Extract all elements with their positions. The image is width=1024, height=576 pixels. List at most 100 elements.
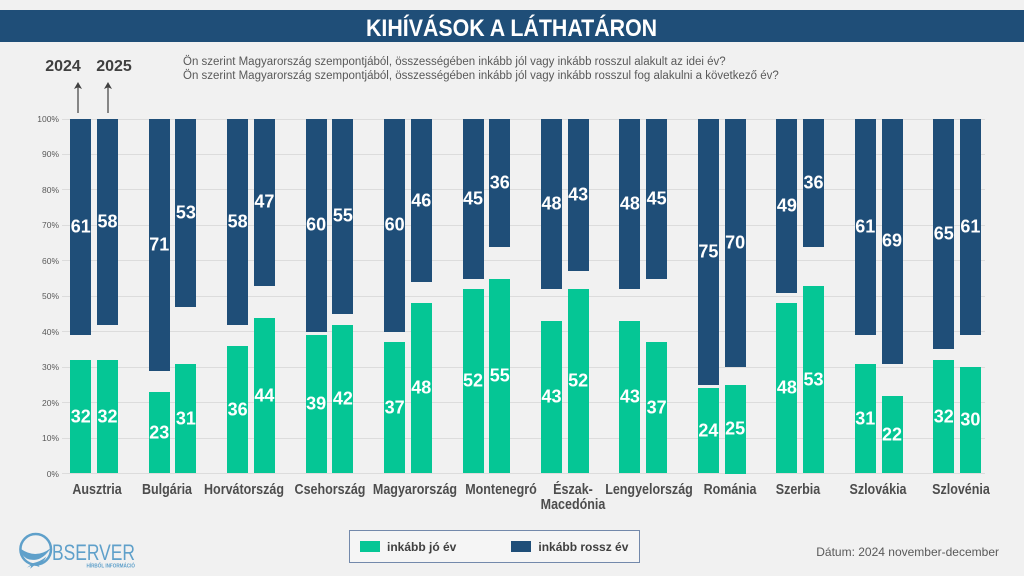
bar-value-label-szerbia-2024-good: 48: [776, 377, 797, 398]
bar-value-label--szak-maced-nia-2024-good: 43: [541, 386, 562, 407]
y-axis-tick-label: 50%: [41, 291, 59, 302]
bar-value-label-horv-torsz-g-2024-bad: 58: [227, 211, 248, 232]
bar-value-label-montenegr--2025-good: 55: [489, 365, 510, 386]
bar-value-label-csehorsz-g-2025-bad: 55: [332, 205, 353, 226]
bar-rom-nia-2024-good: [697, 388, 719, 474]
bar-value-label-csehorsz-g-2024-bad: 60: [306, 214, 327, 235]
category-label--szak-maced-nia: Észak- Macedónia: [540, 481, 606, 513]
legend-swatch-good-icon: [360, 541, 380, 552]
bar-value-label-montenegr--2025-bad: 36: [489, 172, 510, 193]
bar-szlov-nia-2024-bad: [933, 119, 955, 350]
logo-ring: [19, 532, 53, 566]
bar-lengyelorsz-g-2024-good: [619, 321, 641, 474]
bar-value-label-magyarorsz-g-2025-good: 48: [411, 377, 432, 398]
bar-value-label-lengyelorsz-g-2024-good: 43: [619, 386, 640, 407]
bar-value-label-bulg-ria-2024-bad: 71: [149, 234, 170, 255]
y-axis-tick-label: 20%: [41, 397, 59, 408]
bar-value-label-szlov-nia-2024-good: 32: [933, 406, 954, 427]
observer-logo-bird-icon: [19, 532, 53, 569]
legend-entry-good: inkább jó év: [360, 540, 456, 554]
bar-value-label-szlov-kia-2025-good: 22: [881, 424, 903, 444]
date-note: Dátum: 2024 november-december: [816, 545, 999, 559]
bar-value-label-csehorsz-g-2025-good: 42: [332, 388, 353, 409]
bar-value-label-rom-nia-2024-bad: 75: [698, 241, 719, 262]
legend-entry-bad: inkább rossz év: [511, 540, 628, 554]
bar-value-label-lengyelorsz-g-2025-good: 37: [646, 397, 667, 418]
bar-montenegr--2025-bad: [489, 119, 511, 247]
category-label-ausztria: Ausztria: [72, 481, 122, 498]
bar-value-label--szak-maced-nia-2025-good: 52: [568, 370, 589, 391]
arrow-head: [104, 82, 112, 89]
bar-horv-torsz-g-2024-good: [227, 345, 249, 474]
category-label-csehorsz-g: Csehország: [294, 481, 366, 498]
bar-value-label-horv-torsz-g-2025-good: 44: [254, 385, 275, 405]
category-label-horv-torsz-g: Horvátország: [203, 481, 284, 498]
category-label-rom-nia: Románia: [703, 481, 756, 498]
y-axis-tick-label: 40%: [41, 326, 59, 337]
bar-value-label-szerbia-2025-bad: 36: [803, 172, 824, 193]
bar-magyarorsz-g-2024-bad: [384, 119, 406, 332]
bar-bulg-ria-2025-good: [175, 363, 197, 474]
bar-value-label-rom-nia-2025-bad: 70: [725, 232, 746, 253]
legend: inkább jó év inkább rossz év: [349, 530, 640, 563]
category-label-lengyelorsz-g: Lengyelország: [605, 481, 693, 498]
bar-value-label-magyarorsz-g-2025-bad: 46: [411, 190, 432, 211]
category-label-szlov-kia: Szlovákia: [849, 481, 907, 498]
bar-magyarorsz-g-2024-good: [384, 342, 406, 474]
bar-value-label-ausztria-2025-good: 32: [97, 406, 118, 427]
bar--szak-maced-nia-2024-bad: [541, 119, 562, 290]
bar-value-label-ausztria-2024-good: 32: [70, 406, 91, 427]
bar-lengyelorsz-g-2025-good: [646, 342, 668, 474]
bar--szak-maced-nia-2024-good: [541, 321, 562, 474]
survey-question-line1: Ön szerint Magyarország szempontjából, ö…: [183, 55, 726, 68]
bar-szlov-kia-2025-good: [881, 395, 903, 474]
bar-bulg-ria-2024-good: [148, 391, 170, 474]
bar-rom-nia-2025-good: [724, 384, 746, 474]
bar-szerbia-2025-good: [803, 285, 825, 474]
bar-value-label-rom-nia-2024-good: 24: [698, 420, 719, 441]
bar-ausztria-2025-good: [97, 360, 118, 474]
y-axis-tick-label: 10%: [41, 433, 59, 444]
bar-rom-nia-2024-bad: [697, 119, 719, 385]
bar-csehorsz-g-2025-bad: [332, 119, 354, 314]
bar-ausztria-2024-bad: [70, 119, 92, 336]
bar-value-label-bulg-ria-2024-good: 23: [149, 422, 170, 443]
bar-value-label-szlov-nia-2025-bad: 61: [960, 216, 981, 237]
gridline: [62, 331, 985, 333]
gridline: [62, 153, 985, 155]
bar-horv-torsz-g-2025-bad: [253, 119, 275, 286]
gridline: [62, 189, 985, 191]
bar-szlov-kia-2024-bad: [854, 119, 876, 336]
observer-logo: BSERVER HÍRBŐL INFORMÁCIÓ: [19, 532, 135, 570]
bar-montenegr--2025-good: [489, 278, 511, 474]
bar-value-label-ausztria-2024-bad: 61: [70, 216, 91, 237]
bar-ausztria-2025-bad: [97, 119, 118, 325]
category-label-magyarorsz-g: Magyarország: [372, 481, 457, 498]
category-label-szerbia: Szerbia: [775, 481, 820, 498]
y-axis-tick-label: 80%: [41, 184, 59, 195]
year-label-2024: 2024: [45, 58, 81, 75]
arrow-up-2025-icon: [104, 82, 112, 113]
bar-value-label-montenegr--2024-bad: 45: [463, 188, 484, 209]
y-axis-tick-label: 60%: [41, 255, 59, 266]
y-axis-tick-label: 90%: [41, 149, 59, 160]
bar-magyarorsz-g-2025-bad: [410, 119, 432, 283]
bar-value-label-szlov-kia-2024-bad: 61: [855, 216, 876, 237]
bar-value-label-magyarorsz-g-2024-bad: 60: [384, 214, 405, 235]
y-axis-tick-label: 0%: [46, 468, 59, 479]
bar-szlov-nia-2024-good: [933, 360, 955, 474]
bar-montenegr--2024-good: [462, 289, 484, 474]
category-label-szlov-nia: Szlovénia: [932, 481, 991, 498]
bar-szerbia-2024-good: [776, 303, 798, 474]
bar-value-label-ausztria-2025-bad: 58: [97, 211, 118, 232]
survey-questions: Ön szerint Magyarország szempontjából, ö…: [183, 55, 779, 84]
bar-value-label-szlov-kia-2024-good: 31: [855, 408, 876, 429]
survey-question-line2: Ön szerint Magyarország szempontjából, ö…: [183, 69, 779, 82]
bar-szlov-kia-2025-bad: [881, 119, 903, 364]
bar-csehorsz-g-2024-bad: [305, 119, 327, 332]
bar-szerbia-2024-bad: [776, 119, 798, 293]
bar-value-label-lengyelorsz-g-2025-bad: 45: [646, 188, 667, 209]
gridline: [62, 402, 985, 404]
gridline: [62, 224, 985, 226]
bar-csehorsz-g-2025-good: [332, 324, 354, 474]
